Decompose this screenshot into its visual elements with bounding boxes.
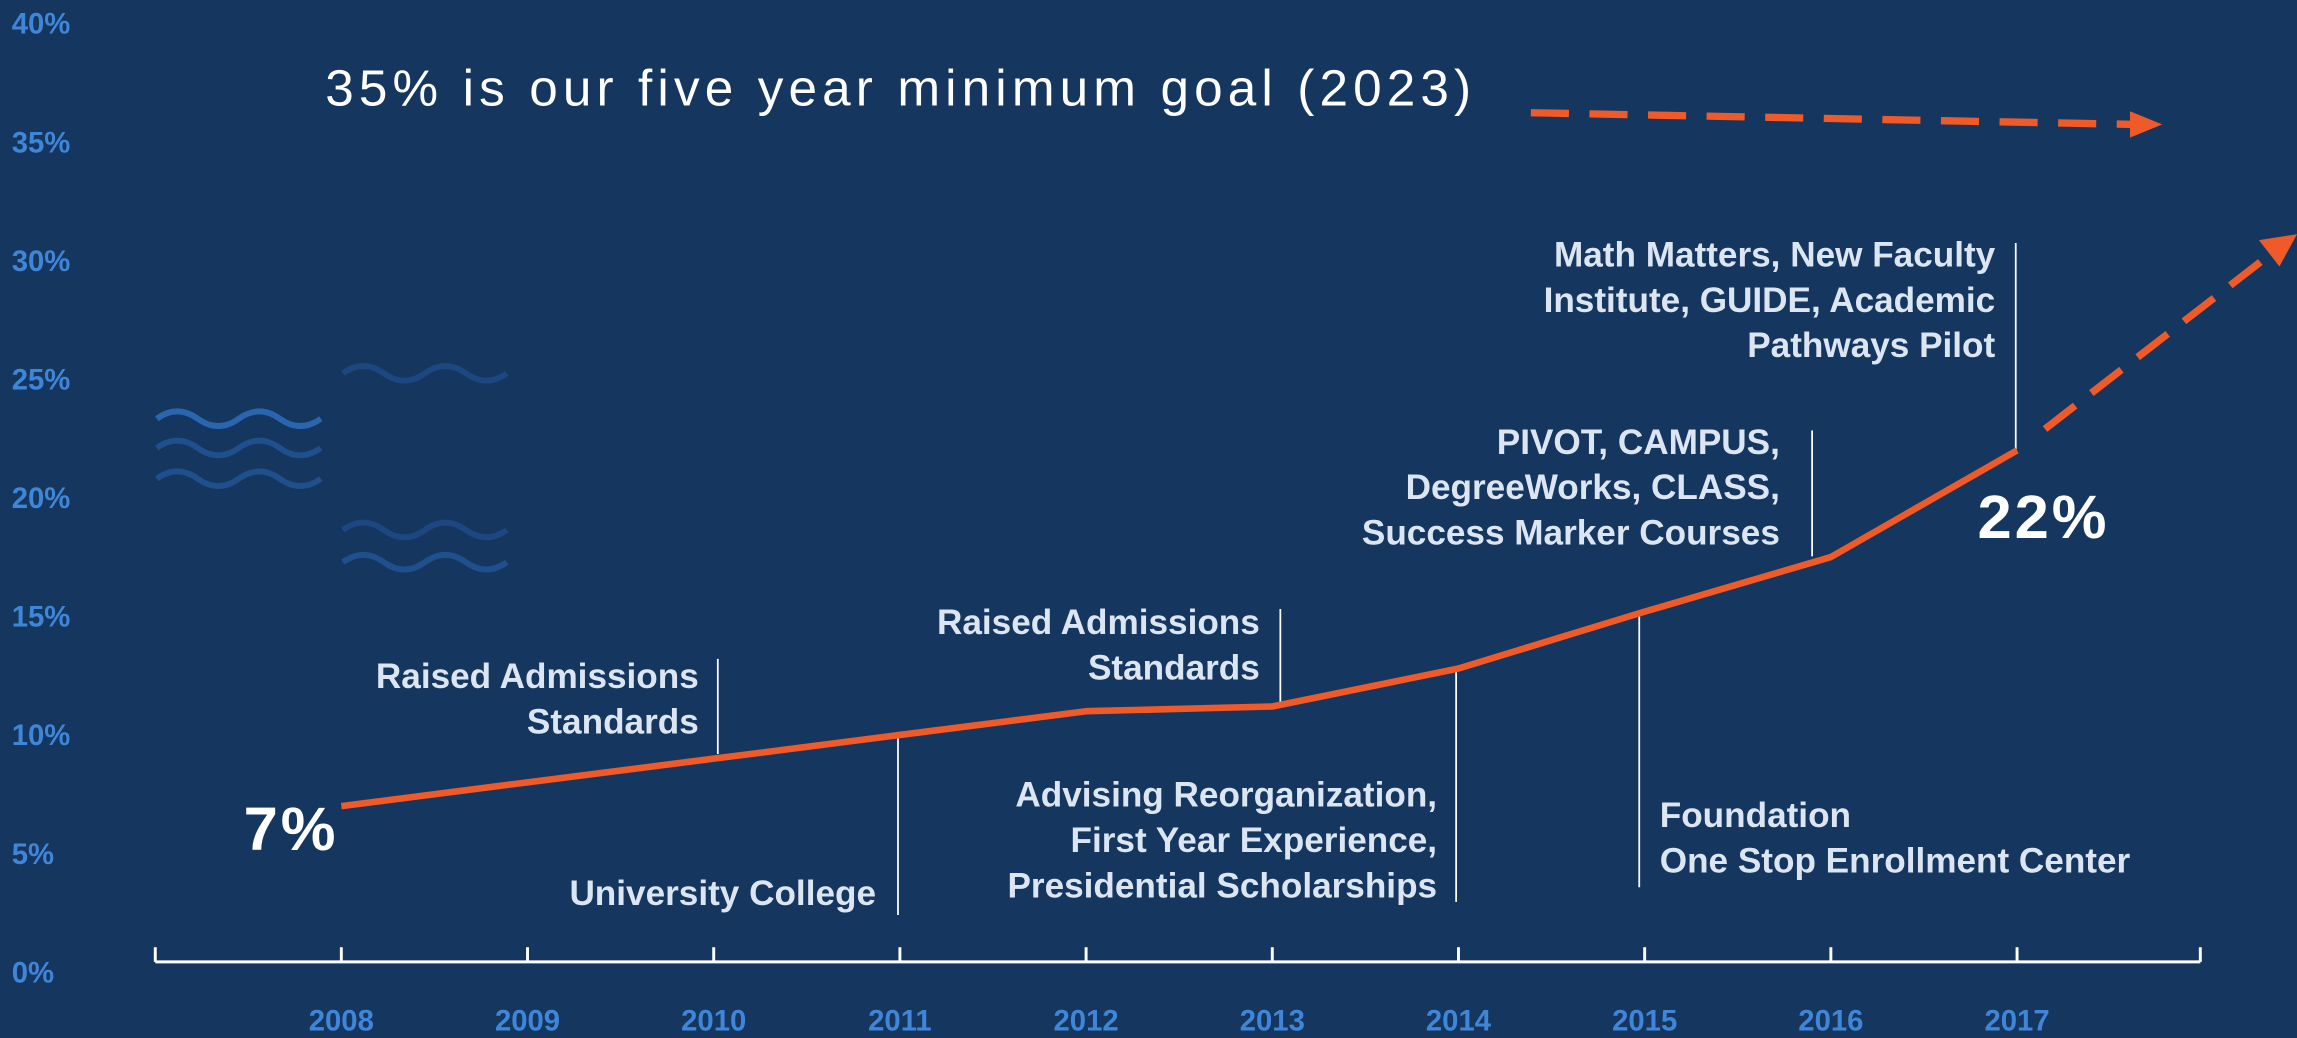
- x-tick-label: 2015: [1612, 1005, 1677, 1038]
- x-tick-label: 2014: [1426, 1005, 1492, 1038]
- x-tick-label: 2013: [1240, 1005, 1305, 1038]
- value-label: 22%: [1977, 483, 2109, 552]
- x-tick-label: 2011: [868, 1005, 932, 1038]
- annotation-text: Advising Reorganization,: [1015, 776, 1437, 815]
- annotation-text: DegreeWorks, CLASS,: [1406, 468, 1780, 507]
- x-tick-label: 2012: [1054, 1005, 1119, 1038]
- goal-note: 35% is our five year minimum goal (2023): [325, 59, 1476, 116]
- x-tick-label: 2009: [495, 1005, 560, 1038]
- y-tick-label: 35%: [12, 126, 71, 159]
- wave: [341, 363, 509, 384]
- annotation-text: University College: [569, 874, 876, 913]
- data-line: [340, 447, 2019, 810]
- annotation-text: Standards: [1088, 648, 1260, 687]
- annotation-text: Pathways Pilot: [1747, 326, 1995, 365]
- x-tick-label: 2016: [1798, 1005, 1863, 1038]
- annotation-text: One Stop Enrollment Center: [1660, 842, 2131, 881]
- annotation-text: First Year Experience,: [1071, 821, 1438, 860]
- wave: [155, 408, 323, 429]
- goal-arrow-line: [1530, 109, 2136, 129]
- y-tick-label: 30%: [12, 245, 71, 278]
- wave: [341, 551, 509, 573]
- wave: [341, 519, 509, 541]
- wave: [155, 437, 323, 459]
- annotation-text: Raised Admissions: [937, 603, 1260, 642]
- y-tick-label: 10%: [12, 719, 71, 752]
- wave: [155, 468, 323, 489]
- annotation-text: Institute, GUIDE, Academic: [1544, 281, 1996, 320]
- y-tick-label: 15%: [12, 601, 71, 634]
- annotation-text: PIVOT, CAMPUS,: [1497, 423, 1780, 462]
- projection-line: [2042, 248, 2276, 432]
- y-tick-label: 0%: [12, 956, 54, 989]
- x-tick-label: 2010: [681, 1005, 746, 1038]
- goal-arrowhead: [2129, 111, 2163, 138]
- annotation-text: Foundation: [1660, 796, 1851, 835]
- annotation-text: Standards: [527, 702, 699, 741]
- annotation-text: Success Marker Courses: [1362, 514, 1780, 553]
- annotation-text: Math Matters, New Faculty: [1554, 235, 1996, 274]
- annotation-text: Presidential Scholarships: [1007, 866, 1437, 905]
- y-tick-label: 5%: [12, 838, 54, 871]
- y-tick-label: 40%: [12, 8, 71, 41]
- projection-arrowhead: [2258, 234, 2297, 267]
- y-tick-label: 25%: [12, 363, 71, 396]
- decoration-waves: [155, 363, 509, 573]
- value-label: 7%: [244, 795, 339, 864]
- annotation-text: Raised Admissions: [376, 657, 699, 696]
- y-tick-label: 20%: [12, 482, 71, 515]
- x-tick-label: 2017: [1984, 1005, 2049, 1038]
- x-tick-label: 2008: [309, 1005, 374, 1038]
